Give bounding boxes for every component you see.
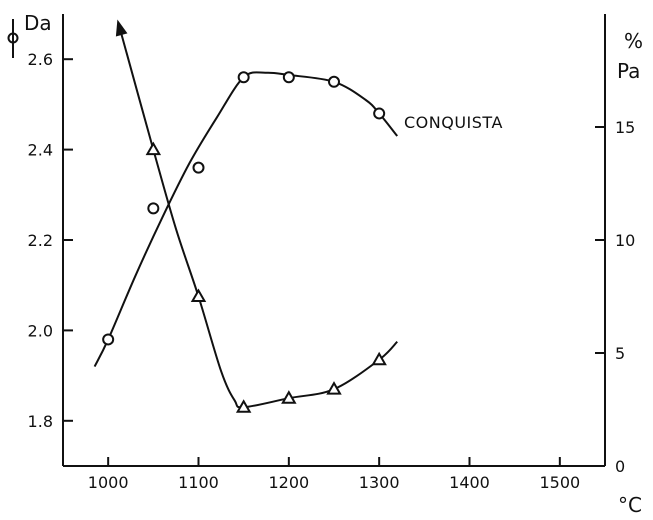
y-left-tick-label: 2.4: [28, 141, 53, 160]
data-point-circle: [237, 71, 250, 84]
x-tick-label: 1100: [178, 473, 219, 492]
y-left-axis-label: Da: [24, 11, 52, 35]
y-right-tick-label: 5: [615, 344, 625, 363]
data-point-triangle: [281, 390, 297, 404]
x-tick-label: 1300: [359, 473, 400, 492]
y-right-axis-label: Pa: [617, 59, 640, 83]
data-point-circle: [147, 202, 160, 215]
data-point-circle: [102, 333, 115, 346]
series-triangle: [115, 19, 398, 413]
y-left-tick-label: 1.8: [28, 412, 53, 431]
arrow-head: [115, 19, 128, 37]
axes: 1000 1100 1200 1300 1400 1500 1.8 2.0 2.2 2.4 2.6 0…: [7, 14, 635, 492]
x-axis-label: °C: [618, 493, 642, 517]
y-right-tick-label: 0: [615, 457, 625, 476]
series-layer: [93, 19, 399, 413]
x-tick-label: 1000: [88, 473, 129, 492]
data-point-circle: [373, 107, 386, 120]
series-annotation-conquista: CONQUISTA: [404, 113, 503, 132]
series-circle: [93, 71, 399, 368]
data-point-triangle: [371, 351, 387, 366]
x-tick-label: 1200: [268, 473, 309, 492]
y-left-tick-label: 2.6: [28, 50, 53, 69]
x-tick-label: 1400: [449, 473, 490, 492]
data-point-circle: [328, 75, 340, 88]
y-right-axis-unit: %: [624, 29, 643, 53]
data-point-triangle: [190, 288, 207, 302]
x-tick-label: 1500: [539, 473, 580, 492]
data-point-triangle: [326, 381, 342, 395]
y-right-tick-label: 10: [615, 231, 635, 250]
y-left-tick-label: 2.2: [28, 231, 53, 250]
data-point-triangle: [235, 399, 252, 413]
data-point-circle: [282, 71, 295, 84]
series-line: [118, 25, 398, 409]
y-left-tick-label: 2.0: [28, 321, 53, 340]
y-right-tick-label: 15: [615, 118, 635, 137]
data-point-circle: [192, 161, 205, 174]
series-line: [93, 71, 399, 368]
data-point-triangle: [145, 141, 162, 156]
